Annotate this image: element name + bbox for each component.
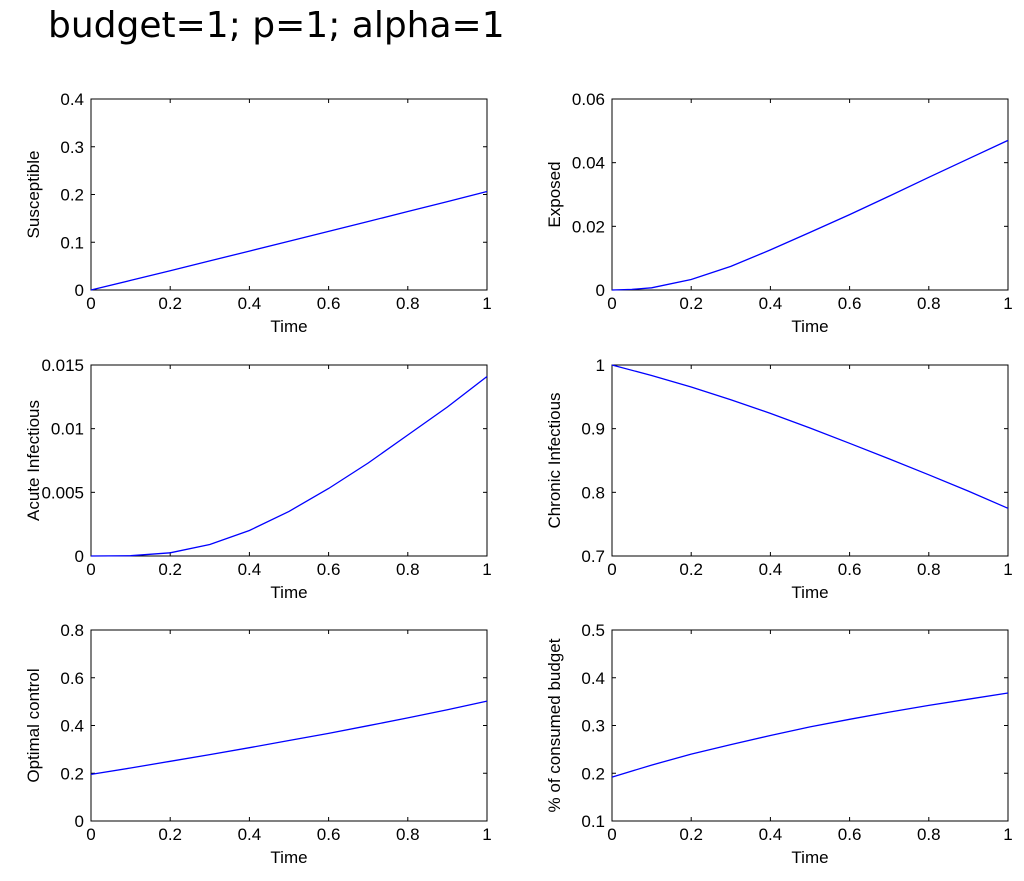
y-tick-label: 0.5	[581, 621, 605, 640]
y-tick-label: 0.1	[581, 812, 605, 831]
y-tick-label: 0.3	[581, 717, 605, 736]
x-tick-label: 0.6	[838, 560, 862, 579]
x-tick-label: 1	[482, 825, 491, 844]
x-tick-label: 0.8	[917, 294, 941, 313]
x-tick-label: 0.2	[679, 825, 703, 844]
subplot-4: 0 0.2 0.4 0.6 0.8 1 0.7 0.8 0.9 1 Time Chronic Infe…	[545, 356, 1013, 602]
subplot-3: 0 0.2 0.4 0.6 0.8 1 0 0.005 0.01 0.015 Time Acute I…	[24, 356, 492, 602]
y-tick-label: 0.1	[60, 233, 84, 252]
x-tick-label: 0.6	[838, 294, 862, 313]
y-tick-label: 0.6	[60, 669, 84, 688]
y-tick-label: 0	[596, 281, 605, 300]
series-line	[611, 692, 1009, 778]
x-tick-label: 0.2	[158, 560, 182, 579]
x-tick-label: 0.8	[396, 560, 420, 579]
subplot-2: 0 0.2 0.4 0.6 0.8 1 0 0.02 0.04 0.06 Time Exposed	[545, 90, 1013, 336]
x-tick-label: 0	[86, 294, 95, 313]
y-tick-label: 0.4	[581, 669, 605, 688]
y-tick-label: 0.02	[572, 217, 605, 236]
x-tick-label: 1	[1003, 825, 1012, 844]
x-tick-label: 0.4	[759, 294, 783, 313]
subplot-5: 0 0.2 0.4 0.6 0.8 1 0 0.2 0.4 0.6 0.8 Time Optimal c…	[24, 621, 492, 867]
subplot-1: 0 0.2 0.4 0.6 0.8 1 0 0.1 0.2 0.3 0.4 Time Susceptib…	[24, 90, 492, 336]
y-tick-label: 0.8	[581, 483, 605, 502]
y-tick-label: 0.4	[60, 90, 84, 109]
x-tick-label: 0.4	[238, 560, 262, 579]
axes-box	[90, 629, 488, 822]
y-tick-label: 0.2	[60, 186, 84, 205]
series-line	[611, 139, 1009, 291]
x-tick-label: 0	[607, 294, 616, 313]
x-tick-label: 0.8	[396, 825, 420, 844]
x-tick-label: 0	[86, 825, 95, 844]
series-line	[90, 190, 488, 291]
y-tick-label: 0.8	[60, 621, 84, 640]
y-axis-label: Acute Infectious	[24, 400, 43, 521]
x-axis-label: Time	[791, 317, 828, 336]
y-axis-label: Exposed	[545, 161, 564, 227]
y-tick-label: 0	[75, 812, 84, 831]
x-tick-label: 1	[1003, 560, 1012, 579]
series-line	[611, 364, 1009, 509]
x-axis-label: Time	[791, 583, 828, 602]
y-tick-label: 0.06	[572, 90, 605, 109]
x-tick-label: 0.4	[238, 294, 262, 313]
y-tick-label: 0.9	[581, 420, 605, 439]
y-axis-label: Chronic Infectious	[545, 392, 564, 528]
x-tick-label: 0	[607, 825, 616, 844]
y-tick-label: 0.015	[41, 356, 84, 375]
x-tick-label: 0.2	[158, 294, 182, 313]
y-tick-label: 0.3	[60, 138, 84, 157]
x-tick-label: 0.8	[396, 294, 420, 313]
x-tick-label: 0.6	[317, 825, 341, 844]
x-axis-label: Time	[791, 848, 828, 867]
y-tick-label: 0.2	[581, 764, 605, 783]
x-tick-label: 0.2	[679, 560, 703, 579]
x-tick-label: 0.8	[917, 560, 941, 579]
y-axis-label: Susceptible	[24, 151, 43, 239]
series-line	[90, 375, 488, 557]
x-tick-label: 0.4	[759, 560, 783, 579]
y-tick-label: 0	[75, 281, 84, 300]
x-tick-label: 0.6	[317, 560, 341, 579]
x-tick-label: 0.4	[238, 825, 262, 844]
x-tick-label: 0.6	[838, 825, 862, 844]
y-tick-label: 0.01	[51, 420, 84, 439]
y-axis-label: Optimal control	[24, 668, 43, 782]
axes-box	[611, 364, 1009, 557]
axes-box	[90, 98, 488, 291]
x-tick-label: 0	[607, 560, 616, 579]
axes-box	[611, 629, 1009, 822]
y-tick-label: 0.2	[60, 764, 84, 783]
series-line	[90, 700, 488, 776]
x-axis-label: Time	[270, 317, 307, 336]
y-tick-label: 0.7	[581, 547, 605, 566]
x-tick-label: 0.8	[917, 825, 941, 844]
y-tick-label: 0	[75, 547, 84, 566]
y-axis-label: % of consumed budget	[545, 638, 564, 812]
x-axis-label: Time	[270, 848, 307, 867]
y-tick-label: 0.4	[60, 717, 84, 736]
figure-title: budget=1; p=1; alpha=1	[48, 5, 505, 46]
axes-box	[611, 98, 1009, 291]
x-tick-label: 0	[86, 560, 95, 579]
x-tick-label: 0.2	[679, 294, 703, 313]
x-tick-label: 0.6	[317, 294, 341, 313]
x-tick-label: 0.4	[759, 825, 783, 844]
subplot-6: 0 0.2 0.4 0.6 0.8 1 0.1 0.2 0.3 0.4 0.5 Time % of co…	[545, 621, 1013, 867]
x-tick-label: 0.2	[158, 825, 182, 844]
axes-box	[90, 364, 488, 557]
x-tick-label: 1	[482, 560, 491, 579]
y-tick-label: 0.04	[572, 154, 605, 173]
x-tick-label: 1	[1003, 294, 1012, 313]
y-tick-label: 0.005	[41, 483, 84, 502]
y-tick-label: 1	[596, 356, 605, 375]
x-tick-label: 1	[482, 294, 491, 313]
x-axis-label: Time	[270, 583, 307, 602]
